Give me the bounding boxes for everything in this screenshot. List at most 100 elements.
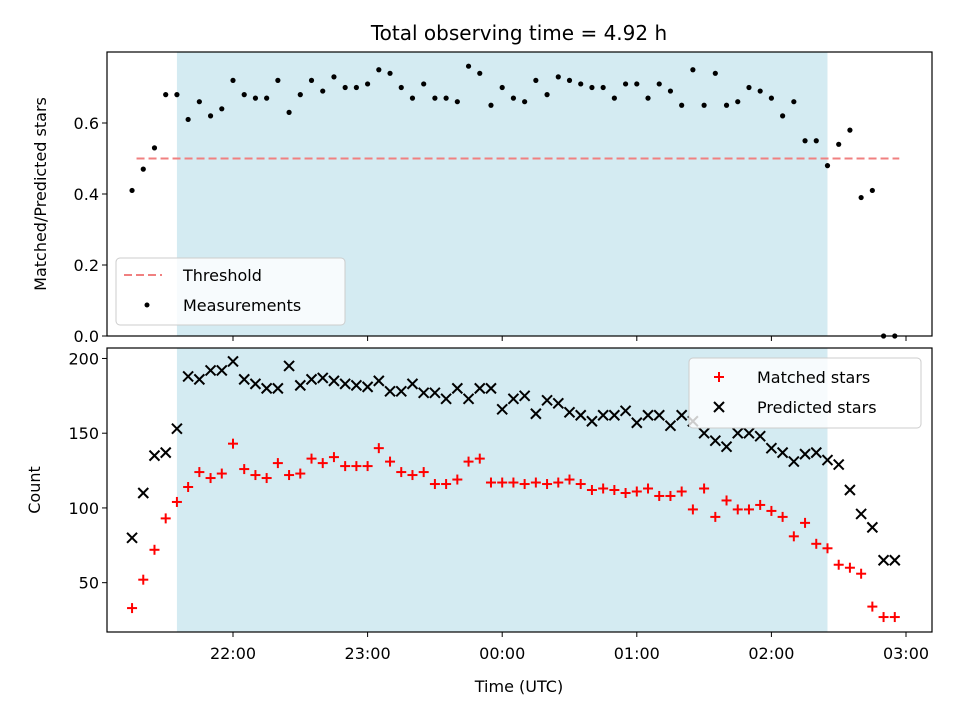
matched-star-point	[508, 477, 519, 488]
measurement-point	[398, 84, 404, 91]
measurements-points	[129, 63, 898, 339]
measurement-point	[365, 81, 371, 87]
matched-star-point	[631, 486, 642, 497]
predicted-star-point	[159, 446, 172, 459]
x-tick-label: 01:00	[614, 644, 660, 663]
measurement-point	[174, 92, 180, 98]
y-tick-label: 0.4	[74, 185, 99, 204]
predicted-star-point	[855, 508, 867, 520]
matched-star-point	[205, 473, 216, 484]
matched-star-point	[788, 531, 799, 542]
matched-star-point	[362, 461, 373, 472]
measurement-point	[858, 194, 864, 201]
measurement-point	[477, 70, 483, 76]
legend-matched-label: Matched stars	[757, 368, 870, 387]
predicted-star-point	[552, 397, 564, 410]
top-legend: Threshold Measurements	[115, 257, 346, 326]
measurement-point	[275, 77, 281, 83]
y-tick-label: 0.6	[74, 114, 99, 133]
predicted-star-point	[608, 409, 621, 421]
predicted-star-point	[743, 427, 755, 439]
matched-star-point	[654, 490, 665, 501]
x-tick-label: 23:00	[345, 644, 391, 663]
measurement-point	[241, 92, 247, 98]
predicted-star-point	[272, 382, 284, 395]
matched-star-point	[844, 562, 855, 573]
matched-star-point	[239, 464, 250, 475]
measurement-point	[768, 95, 775, 101]
matched-star-point	[418, 467, 429, 478]
measurement-point	[723, 102, 730, 108]
predicted-star-point	[361, 381, 374, 393]
predicted-star-point	[732, 427, 744, 439]
predicted-star-point	[675, 409, 688, 421]
measurement-point	[679, 102, 685, 108]
predicted-star-point	[451, 382, 464, 395]
predicted-star-point	[541, 394, 553, 407]
measurement-point	[151, 145, 158, 151]
predicted-stars-points	[126, 355, 901, 566]
measurement-point	[813, 138, 819, 144]
measurement-point	[320, 88, 326, 94]
matched-star-point	[171, 496, 182, 507]
measurement-point	[645, 95, 651, 101]
predicted-star-point	[417, 387, 430, 399]
legend-measurements-label: Measurements	[183, 296, 301, 315]
legend-predicted-label: Predicted stars	[757, 398, 877, 417]
predicted-star-point	[619, 405, 632, 417]
predicted-star-point	[350, 379, 363, 392]
measurement-point	[522, 99, 528, 105]
measurement-point	[746, 84, 752, 91]
predicted-star-point	[227, 355, 239, 368]
x-tick-label: 03:00	[883, 644, 929, 663]
predicted-star-point	[821, 454, 834, 466]
measurement-point	[600, 84, 606, 91]
measurement-point	[129, 187, 135, 194]
measurement-point	[185, 116, 191, 123]
legend-matched-swatch	[714, 372, 724, 382]
bottom-legend: Matched stars Predicted stars	[688, 357, 922, 429]
measurement-point	[353, 84, 359, 91]
predicted-star-point	[384, 385, 396, 398]
x-tick-label: 02:00	[748, 644, 794, 663]
matched-star-point	[385, 456, 396, 467]
top-y-axis-label: Matched/Predicted stars	[31, 97, 50, 291]
bottom-legend-box	[688, 357, 922, 429]
y-tick-label: 50	[79, 574, 99, 593]
matched-star-point	[676, 486, 687, 497]
matched-star-point	[138, 574, 149, 585]
matched-star-point	[811, 538, 822, 549]
matched-star-point	[149, 544, 160, 555]
matched-star-point	[699, 483, 710, 494]
bottom-y-ticks: 50 100 150 200	[68, 349, 107, 593]
measurement-point	[757, 88, 763, 94]
matched-star-point	[598, 483, 609, 494]
matched-star-point	[463, 456, 474, 467]
measurement-point	[230, 77, 236, 83]
measurement-point	[791, 99, 797, 105]
matched-star-point	[766, 505, 777, 516]
predicted-star-point	[754, 430, 766, 442]
measurement-point	[207, 113, 214, 119]
matched-star-point	[620, 487, 631, 498]
predicted-star-point	[877, 554, 890, 566]
measurement-point	[544, 92, 550, 98]
measurement-point	[421, 81, 427, 87]
matched-star-point	[497, 477, 508, 488]
matched-star-point	[272, 458, 283, 469]
predicted-star-point	[496, 403, 508, 415]
matched-star-point	[878, 612, 889, 623]
matched-star-point	[216, 468, 227, 479]
matched-star-point	[530, 477, 541, 488]
measurement-point	[824, 163, 831, 169]
predicted-star-point	[698, 427, 710, 439]
predicted-star-point	[171, 423, 183, 435]
measurement-point	[869, 187, 875, 194]
matched-star-point	[441, 479, 452, 490]
measurement-point	[264, 95, 270, 101]
matched-star-point	[295, 468, 306, 479]
matched-star-point	[474, 453, 485, 464]
matched-star-point	[228, 438, 238, 449]
bottom-x-ticks: 22:00 23:00 00:00 01:00 02:00 03:00	[210, 632, 929, 663]
matched-star-point	[586, 485, 597, 495]
